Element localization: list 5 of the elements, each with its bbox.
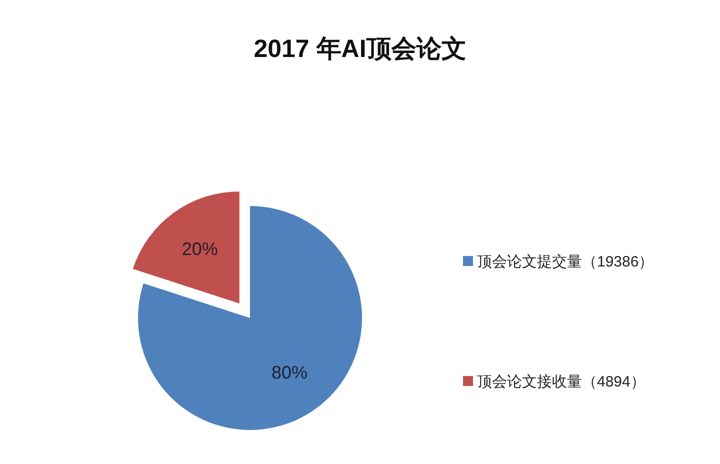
chart-title: 2017 年AI顶会论文 bbox=[254, 35, 466, 63]
legend-label: 顶会论文接收量（4894） bbox=[477, 374, 646, 390]
legend-label: 顶会论文提交量（19386） bbox=[477, 254, 654, 270]
data-label: 20% bbox=[182, 239, 218, 260]
data-label: 80% bbox=[271, 362, 308, 382]
